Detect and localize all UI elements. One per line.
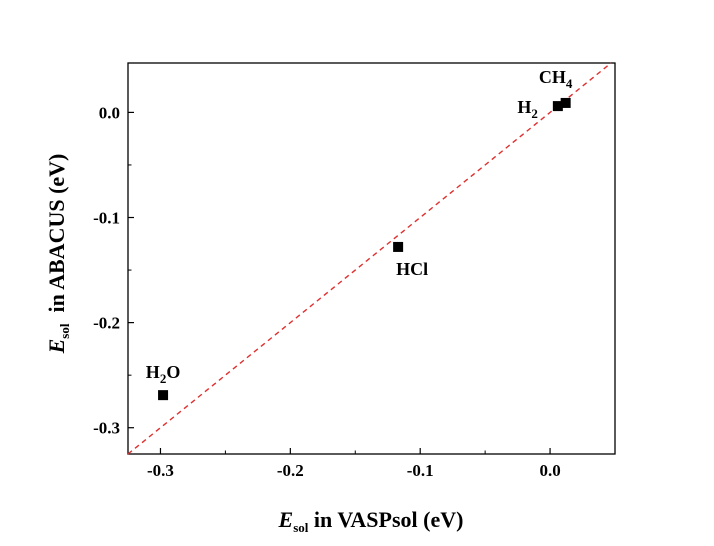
x-axis-title: Esol in VASPsol (eV) [278,507,464,535]
y-axis-title: Esol in ABACUS (eV) [44,126,72,392]
data-point-ch4 [560,97,571,108]
data-point-hcl [393,241,404,252]
x-tick-label: -0.1 [407,461,434,480]
y-tick-label: -0.2 [93,314,120,333]
point-label-h2: H2 [517,97,538,121]
plot-frame [127,62,616,455]
y-tick-label: -0.1 [93,209,120,228]
y-tick-label: 0.0 [99,103,120,122]
point-label-ch4: CH4 [539,67,573,91]
y-tick-label: -0.3 [93,419,120,438]
y-axis-title-var: E [44,339,69,355]
y-axis-title-sub: sol [57,323,72,339]
x-tick-label: 0.0 [539,461,560,480]
x-axis-title-var: E [278,507,294,532]
x-tick-label: -0.2 [277,461,304,480]
point-label-h2o: H2O [146,362,181,386]
data-point-h2o [158,390,169,401]
x-axis-title-rest: in VASPsol (eV) [308,507,463,532]
point-label-hcl: HCl [396,259,428,279]
data-point-h2 [552,101,563,112]
y-axis-title-rest: in ABACUS (eV) [44,154,69,324]
reference-line [127,62,612,455]
x-tick-label: -0.3 [147,461,174,480]
x-axis-title-sub: sol [293,520,309,535]
